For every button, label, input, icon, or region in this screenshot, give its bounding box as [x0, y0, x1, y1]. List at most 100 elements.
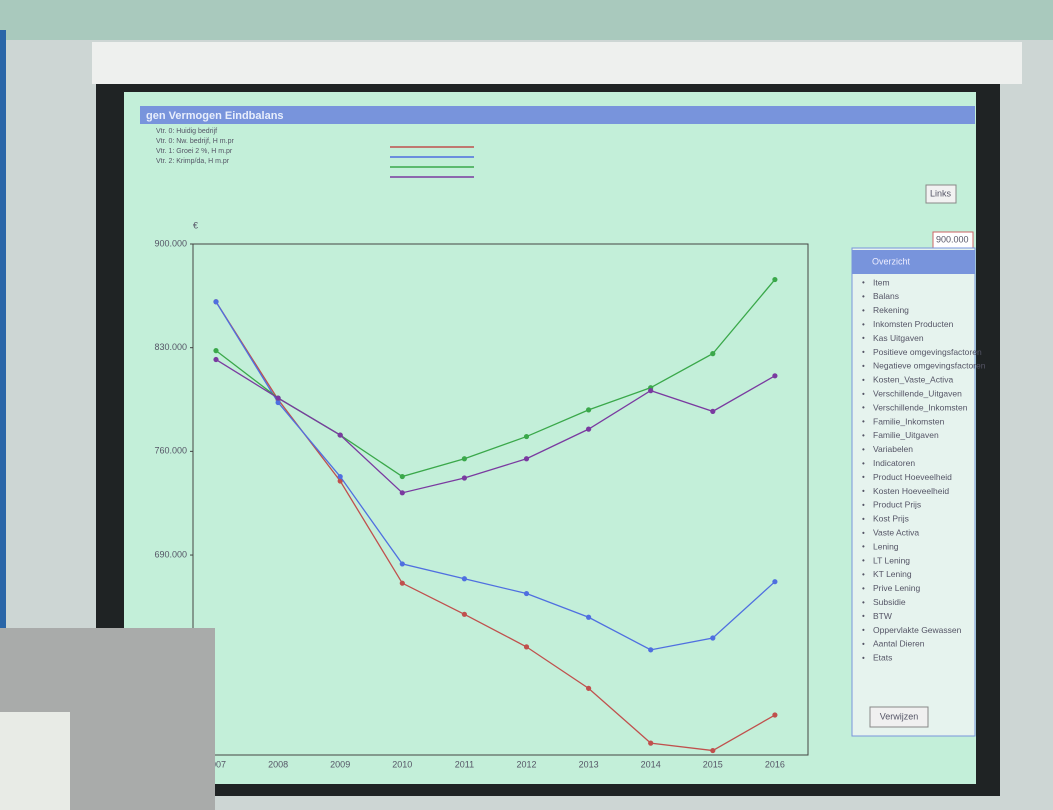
- point-marker: [276, 400, 281, 405]
- page: gen Vermogen Eindbalans € Links 900.000 …: [0, 0, 1053, 810]
- y-tick-label: 900.000: [154, 238, 187, 248]
- point-marker: [710, 748, 715, 753]
- legend-label: Vtr. 0: Huidig bedrijf: [156, 128, 217, 135]
- panel-item-bullet: •: [862, 320, 865, 329]
- panel-item-bullet: •: [862, 626, 865, 635]
- point-marker: [586, 686, 591, 691]
- panel-item-bullet: •: [862, 653, 865, 662]
- panel-title: Overzicht: [872, 256, 911, 266]
- point-marker: [462, 475, 467, 480]
- panel-item-bullet: •: [862, 598, 865, 607]
- panel-title-bar: [852, 250, 975, 274]
- point-marker: [524, 591, 529, 596]
- side-panel: Overzicht Verwijzen • Item • Balans • Rekenin…: [852, 248, 986, 736]
- point-marker: [213, 348, 218, 353]
- point-marker: [213, 357, 218, 362]
- panel-item-bullet: •: [862, 556, 865, 565]
- panel-item-bullet: •: [862, 278, 865, 287]
- panel-item[interactable]: Indicatoren: [873, 458, 915, 468]
- point-marker: [400, 490, 405, 495]
- panel-item[interactable]: Lening: [873, 541, 899, 551]
- panel-item-bullet: •: [862, 389, 865, 398]
- panel-item[interactable]: Verschillende_Inkomsten: [873, 402, 968, 412]
- ceiling: [0, 0, 1053, 40]
- x-tick-label: 2014: [641, 759, 661, 769]
- panel-item[interactable]: Rekening: [873, 305, 909, 315]
- panel-item[interactable]: LT Lening: [873, 555, 910, 565]
- point-marker: [772, 712, 777, 717]
- panel-item[interactable]: Kosten Hoeveelheid: [873, 486, 949, 496]
- panel-item[interactable]: Positieve omgevingsfactoren: [873, 347, 982, 357]
- legend-label: Vtr. 1: Groei 2 %, H m.pr: [156, 148, 233, 155]
- point-marker: [213, 299, 218, 304]
- y-tick-label: 760.000: [154, 446, 187, 456]
- x-tick-label: 2011: [455, 759, 474, 769]
- panel-item[interactable]: Familie_Inkomsten: [873, 416, 945, 426]
- photo: gen Vermogen Eindbalans € Links 900.000 …: [0, 0, 1053, 810]
- x-tick-label: 2015: [703, 759, 723, 769]
- chart-title: gen Vermogen Eindbalans: [146, 110, 284, 122]
- screen-housing: [92, 42, 1022, 84]
- value-field-text: 900.000: [936, 234, 969, 244]
- point-marker: [524, 434, 529, 439]
- panel-item[interactable]: Kosten_Vaste_Activa: [873, 375, 953, 385]
- panel-item-bullet: •: [862, 431, 865, 440]
- panel-item-bullet: •: [862, 640, 865, 649]
- panel-button-label[interactable]: Verwijzen: [880, 711, 919, 721]
- panel-item-bullet: •: [862, 362, 865, 371]
- point-marker: [772, 277, 777, 282]
- panel-item[interactable]: Inkomsten Producten: [873, 319, 954, 329]
- links-button-label[interactable]: Links: [930, 188, 952, 198]
- panel-item-bullet: •: [862, 473, 865, 482]
- y-tick-label: 690.000: [154, 549, 187, 559]
- panel-item[interactable]: Variabelen: [873, 444, 913, 454]
- panel-item[interactable]: Product Hoeveelheid: [873, 472, 952, 482]
- point-marker: [710, 635, 715, 640]
- point-marker: [586, 407, 591, 412]
- y-tick-label: 830.000: [154, 342, 187, 352]
- panel-item-bullet: •: [862, 445, 865, 454]
- point-marker: [462, 576, 467, 581]
- panel-item[interactable]: Vaste Activa: [873, 527, 919, 537]
- panel-item-bullet: •: [862, 612, 865, 621]
- x-tick-label: 2012: [516, 759, 536, 769]
- panel-item[interactable]: Oppervlakte Gewassen: [873, 625, 962, 635]
- point-marker: [462, 456, 467, 461]
- panel-item-bullet: •: [862, 403, 865, 412]
- panel-item[interactable]: Balans: [873, 291, 899, 301]
- panel-item-bullet: •: [862, 487, 865, 496]
- point-marker: [772, 373, 777, 378]
- point-marker: [276, 395, 281, 400]
- panel-item[interactable]: Prive Lening: [873, 583, 921, 593]
- panel-item[interactable]: Familie_Uitgaven: [873, 430, 939, 440]
- panel-item[interactable]: Etats: [873, 653, 892, 663]
- panel-item[interactable]: Verschillende_Uitgaven: [873, 388, 962, 398]
- panel-item[interactable]: Subsidie: [873, 597, 906, 607]
- panel-item[interactable]: Item: [873, 277, 890, 287]
- panel-item-bullet: •: [862, 584, 865, 593]
- point-marker: [524, 456, 529, 461]
- panel-item[interactable]: Product Prijs: [873, 500, 921, 510]
- point-marker: [586, 427, 591, 432]
- point-marker: [648, 388, 653, 393]
- point-marker: [338, 474, 343, 479]
- panel-item-bullet: •: [862, 501, 865, 510]
- panel-item-bullet: •: [862, 570, 865, 579]
- point-marker: [524, 644, 529, 649]
- x-tick-label: 2010: [392, 759, 412, 769]
- legend-label: Vtr. 0: Nw. bedrijf, H m.pr: [156, 138, 234, 145]
- panel-item[interactable]: KT Lening: [873, 569, 912, 579]
- panel-item-bullet: •: [862, 375, 865, 384]
- panel-item-bullet: •: [862, 306, 865, 315]
- panel-item-bullet: •: [862, 348, 865, 357]
- panel-item[interactable]: BTW: [873, 611, 892, 621]
- panel-item[interactable]: Kas Uitgaven: [873, 333, 924, 343]
- panel-item[interactable]: Kost Prijs: [873, 514, 909, 524]
- point-marker: [462, 612, 467, 617]
- point-marker: [400, 581, 405, 586]
- panel-item-bullet: •: [862, 459, 865, 468]
- panel-item[interactable]: Negatieve omgevingsfactoren: [873, 361, 986, 371]
- panel-item[interactable]: Aantal Dieren: [873, 639, 925, 649]
- x-tick-label: 2009: [330, 759, 350, 769]
- panel-item-bullet: •: [862, 417, 865, 426]
